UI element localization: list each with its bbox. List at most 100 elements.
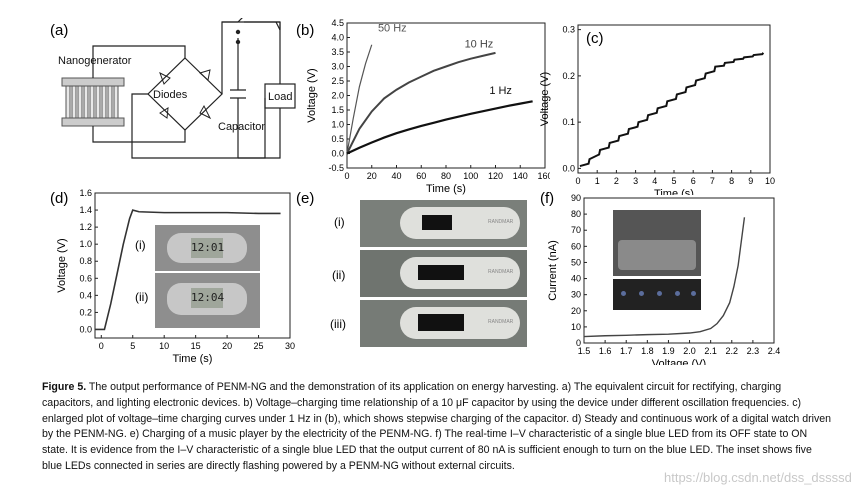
y-tick-label: 1.0: [331, 120, 344, 130]
x-tick-label: 1.9: [662, 346, 675, 356]
y-tick-label: 1.5: [331, 105, 344, 115]
watch-photo-i: 12:01: [155, 225, 260, 271]
diodes-label: Diodes: [153, 89, 188, 101]
nanogenerator-block: [61, 77, 125, 127]
y-tick-label: 70: [571, 225, 581, 235]
x-tick-label: 3: [633, 176, 638, 186]
y-tick-label: 0.1: [562, 117, 575, 127]
y-tick-label: 1.4: [79, 205, 92, 215]
y-axis-label: Voltage (V): [56, 238, 68, 292]
x-tick-label: 1.6: [599, 346, 612, 356]
x-tick-label: 120: [488, 171, 503, 181]
x-tick-label: 9: [748, 176, 753, 186]
x-tick-label: 25: [254, 341, 264, 351]
circuit-diagram: Nanogenerator Diodes Capacitor Load: [58, 18, 296, 159]
series-label: 10 Hz: [465, 39, 494, 51]
x-tick-label: 4: [652, 176, 657, 186]
x-tick-label: 10: [765, 176, 775, 186]
x-axis-label: Time (s): [654, 188, 694, 195]
y-axis-label: Current (nA): [548, 240, 559, 301]
plot-frame: [583, 197, 775, 344]
y-tick-label: 20: [571, 306, 581, 316]
panel-label-c: (c): [586, 30, 604, 47]
series-label: 50 Hz: [378, 23, 407, 35]
series-line: [95, 209, 281, 331]
chart-f: 1.5 1.6 1.7 1.8 1.9 2.0 2.1 2.2 2.3 2.4 0 10 20 30 40 5…: [548, 193, 781, 365]
x-tick-label: 2.2: [726, 346, 739, 356]
watch-display-ii: 12:04: [191, 288, 224, 308]
panel-label-d: (d): [50, 190, 69, 207]
x-tick-label: 2.0: [683, 346, 696, 356]
y-tick-label: 2.5: [331, 76, 344, 86]
x-tick-label: 20: [222, 341, 232, 351]
y-tick-label: 60: [571, 241, 581, 251]
x-tick-label: 160: [537, 171, 550, 181]
chart-d: 0 5 10 15 20 25 30 0.0 0.2 0.4 0.6 0.8 1.0 1.2 1.4 1.6 T…: [56, 188, 295, 365]
y-tick-label: 4.5: [331, 18, 344, 28]
x-tick-label: 5: [671, 176, 676, 186]
plot-frame: [346, 22, 546, 169]
inset-label-e-i: (i): [334, 215, 345, 229]
x-axis-label: Time (s): [173, 353, 213, 365]
series-line: [346, 51, 496, 154]
series-line: [583, 217, 746, 338]
x-axis-label: Voltage (V): [652, 358, 706, 365]
y-tick-label: 0.0: [331, 149, 344, 159]
plot-frame: [94, 192, 291, 339]
x-tick-label: 7: [710, 176, 715, 186]
x-tick-label: 1.5: [578, 346, 591, 356]
x-tick-label: 2.3: [747, 346, 760, 356]
panel-label-e: (e): [296, 190, 315, 207]
y-tick-label: 1.0: [79, 239, 92, 249]
figure-caption: Figure 5. The output performance of PENM…: [42, 380, 832, 475]
x-tick-label: 2.4: [768, 346, 781, 356]
x-tick-label: 0: [344, 171, 349, 181]
chart-b: 0 20 40 60 80 100 120 140 160 -0.5 0.0 0.5 1.0 1.5 2.0…: [306, 18, 550, 195]
x-tick-label: 20: [367, 171, 377, 181]
x-tick-label: 40: [391, 171, 401, 181]
load-label: Load: [268, 91, 292, 103]
y-tick-label: 0.3: [562, 25, 575, 35]
y-tick-label: 3.0: [331, 62, 344, 72]
x-tick-label: 2.1: [704, 346, 717, 356]
x-tick-label: 0: [99, 341, 104, 351]
y-axis-label: Voltage (V): [540, 72, 551, 126]
y-tick-label: 0: [576, 338, 581, 348]
capacitor-label: Capacitor: [218, 121, 265, 133]
nanogenerator-label: Nanogenerator: [58, 55, 132, 67]
x-tick-label: 30: [285, 341, 295, 351]
player-photo-ii: RANDMAR: [360, 250, 527, 297]
x-tick-label: 6: [691, 176, 696, 186]
series-line: [346, 44, 373, 154]
series-label: 1 Hz: [489, 85, 512, 97]
x-tick-label: 1.7: [620, 346, 633, 356]
x-tick-label: 8: [729, 176, 734, 186]
x-tick-label: 2: [614, 176, 619, 186]
x-tick-label: 1.8: [641, 346, 654, 356]
y-tick-label: 0.0: [562, 163, 575, 173]
inset-label-d-i: (i): [135, 238, 146, 252]
watch-display-i: 12:01: [191, 238, 224, 258]
y-tick-label: 0.6: [79, 273, 92, 283]
x-tick-label: 1: [595, 176, 600, 186]
watermark: https://blog.csdn.net/dss_dssssd: [664, 470, 852, 485]
x-tick-label: 60: [416, 171, 426, 181]
y-tick-label: 0.4: [79, 290, 92, 300]
y-tick-label: 1.2: [79, 222, 92, 232]
inset-label-e-ii: (ii): [332, 268, 346, 282]
x-tick-label: 140: [513, 171, 528, 181]
y-tick-label: 2.0: [331, 91, 344, 101]
y-tick-label: 4.0: [331, 33, 344, 43]
led-photo-ii: [613, 279, 701, 310]
caption-text: The output performance of PENM-NG and th…: [42, 381, 832, 472]
brand-text-i: RANDMAR: [488, 219, 514, 225]
x-tick-label: 10: [159, 341, 169, 351]
y-tick-label: 30: [571, 290, 581, 300]
inset-label-d-ii: (ii): [135, 290, 149, 304]
y-tick-label: 90: [571, 193, 581, 203]
y-tick-label: 80: [571, 209, 581, 219]
y-tick-label: 3.5: [331, 47, 344, 57]
y-tick-label: 0.2: [562, 71, 575, 81]
inset-label-e-iii: (iii): [330, 317, 346, 331]
x-tick-label: 100: [463, 171, 478, 181]
